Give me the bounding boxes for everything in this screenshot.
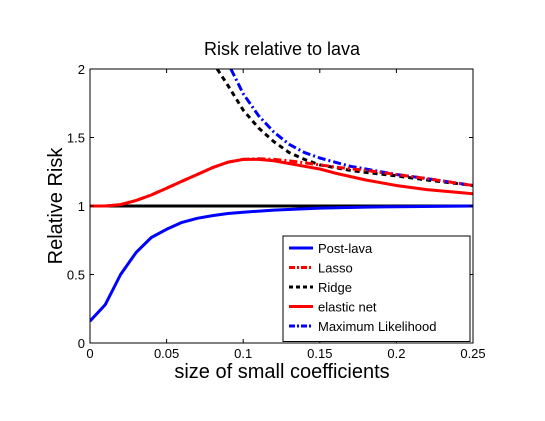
y-tick-label: 2	[78, 62, 85, 77]
series-line-post-lava	[90, 204, 473, 323]
series-line-lasso	[90, 157, 473, 208]
x-axis-label: size of small coefficients	[174, 361, 389, 383]
y-axis-ticks: 0 0.5 1 1.5 2	[67, 62, 473, 351]
y-tick-label: 0.5	[67, 268, 85, 283]
x-tick-label: 0.15	[307, 346, 332, 361]
y-axis-label: Relative Risk	[45, 147, 67, 265]
series-line-maximum-likelihood	[229, 69, 473, 187]
chart-title: Risk relative to lava	[204, 39, 361, 59]
x-tick-label: 0.25	[460, 346, 485, 361]
x-axis-ticks: 0 0.05 0.1 0.15 0.2 0.25	[86, 69, 486, 361]
x-tick-label: 0.1	[234, 346, 252, 361]
legend-label: Lasso	[318, 261, 353, 276]
x-tick-label: 0.05	[154, 346, 179, 361]
y-tick-label: 0	[78, 336, 85, 351]
legend-label: elastic net	[318, 300, 377, 315]
legend-label: Maximum Likelihood	[318, 319, 437, 334]
series-line-ridge	[215, 69, 473, 187]
x-tick-label: 0.2	[387, 346, 405, 361]
legend-label: Ridge	[318, 280, 352, 295]
x-tick-label: 0	[86, 346, 93, 361]
plot-area	[89, 68, 474, 344]
series-line-elastic-net	[90, 157, 473, 208]
legend-box	[282, 235, 471, 342]
legend: Post-lava Lasso Ridge elastic net Maximum Li…	[282, 235, 471, 342]
y-tick-label: 1.5	[67, 131, 85, 146]
series-lines	[90, 69, 473, 323]
y-tick-label: 1	[78, 199, 85, 214]
legend-label: Post-lava	[318, 241, 373, 256]
